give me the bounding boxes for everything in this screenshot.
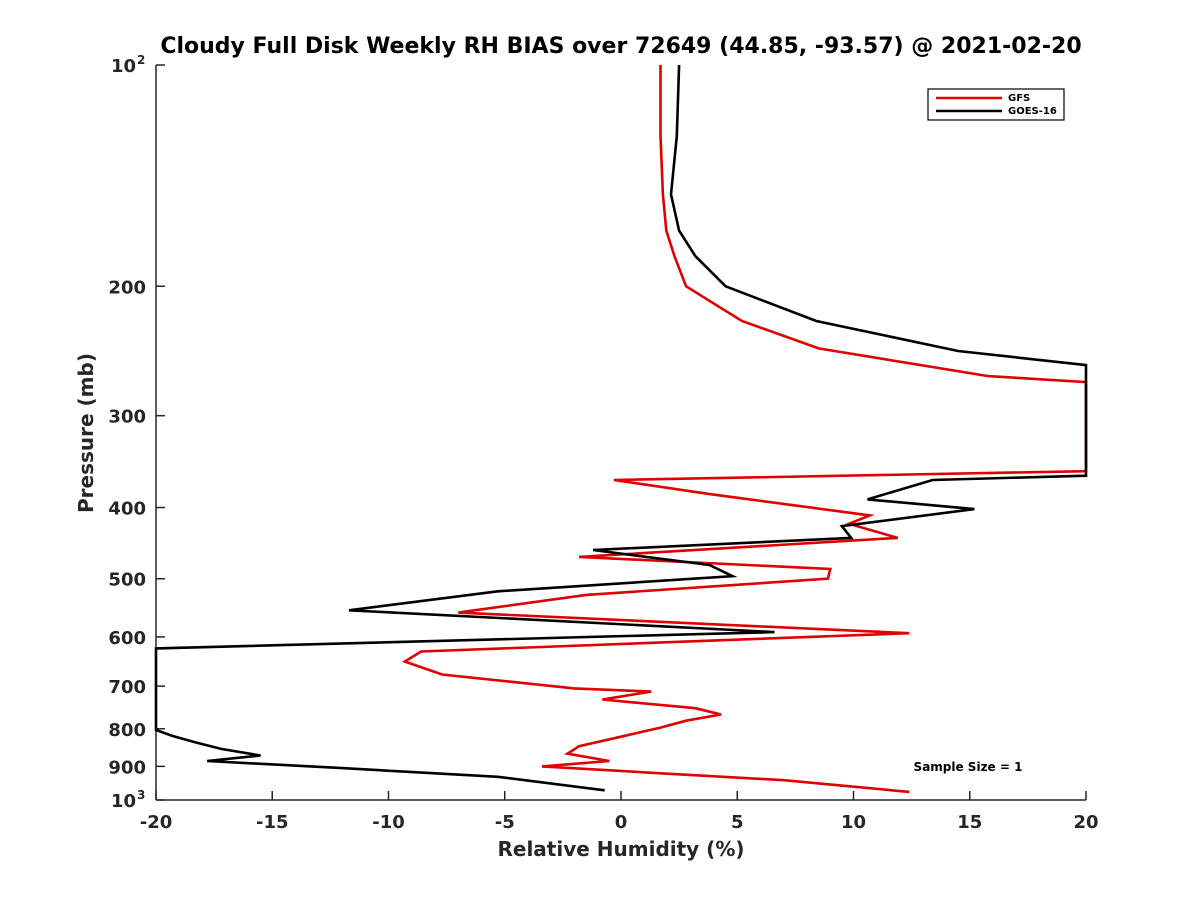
x-tick-label: 0: [615, 812, 628, 833]
legend-label-gfs: GFS: [1008, 93, 1030, 104]
x-tick-label: 5: [731, 812, 744, 833]
y-tick-label: 200: [108, 277, 146, 298]
legend-box: [927, 88, 1065, 121]
y-tick-label: 10: [111, 791, 136, 812]
y-tick-label: 700: [108, 677, 146, 698]
y-axis-label: Pressure (mb): [74, 353, 98, 513]
y-tick-label: 600: [108, 628, 146, 649]
y-tick-exponent: 3: [137, 788, 145, 802]
x-tick-label: -5: [495, 812, 515, 833]
x-ticks: -20 -15 -10 -5 0 5 10 15 20: [140, 791, 1099, 833]
y-tick-label: 800: [108, 720, 146, 741]
x-tick-label: 10: [841, 812, 866, 833]
legend: GFS GOES-16: [927, 88, 1065, 121]
legend-label-goes16: GOES-16: [1008, 106, 1057, 117]
y-tick-label: 900: [108, 757, 146, 778]
y-tick-label: 10: [111, 56, 136, 77]
x-axis-label: Relative Humidity (%): [497, 837, 744, 861]
y-tick-label: 500: [108, 570, 146, 591]
y-tick-label: 300: [108, 407, 146, 428]
x-tick-label: -10: [372, 812, 405, 833]
x-tick-label: -15: [256, 812, 289, 833]
chart-title: Cloudy Full Disk Weekly RH BIAS over 726…: [160, 34, 1081, 59]
x-tick-label: 20: [1073, 812, 1098, 833]
x-tick-label: 15: [957, 812, 982, 833]
series-lines: [154, 64, 1088, 794]
x-tick-label: -20: [140, 812, 173, 833]
y-tick-exponent: 2: [137, 53, 145, 67]
series-line-goes16: [154, 64, 1088, 792]
y-tick-label: 400: [108, 499, 146, 520]
series-line-gfs: [401, 65, 1088, 794]
sample-size-annotation: Sample Size = 1: [914, 760, 1023, 774]
